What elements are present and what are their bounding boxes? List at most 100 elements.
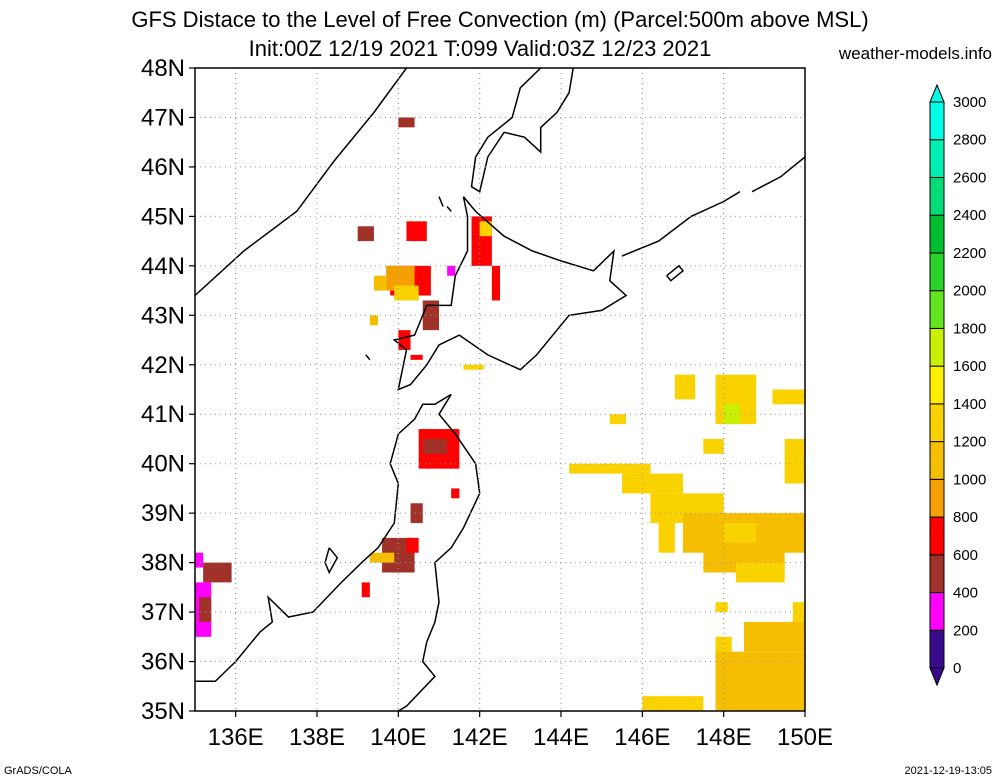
lat-tick-label: 45N [141,203,185,230]
lfc-field [195,117,805,711]
coastline-segment [392,196,628,391]
lfc-cell [357,226,374,242]
lfc-cell [609,414,627,425]
lfc-cell [199,597,212,622]
colorbar-label: 400 [953,585,978,602]
lon-tick-label: 138E [289,724,345,751]
colorbar-label: 2800 [953,132,986,149]
lat-tick-label: 39N [141,500,185,527]
lfc-cell [622,473,683,494]
lon-tick-label: 144E [533,724,589,751]
colorbar-label: 2200 [953,245,986,262]
colorbar-swatch [929,139,945,178]
map-title: GFS Distace to the Level of Free Convect… [131,7,869,32]
lon-tick-label: 136E [208,724,264,751]
lat-tick-label: 41N [141,401,185,428]
lat-tick-label: 48N [141,55,185,82]
colorbar-swatch [929,365,945,405]
lfc-cell [447,265,456,276]
lfc-cell [703,438,724,454]
lfc-cell [451,488,460,499]
lfc-cell [723,523,757,543]
colorbar-label: 2000 [953,283,986,300]
lfc-cell [410,354,423,360]
lfc-cell [394,285,419,301]
lfc-cell [642,696,704,711]
colorbar-label: 1000 [953,471,986,488]
footer-timestamp: 2021-12-19-13:05 [904,765,992,777]
lfc-cell [491,265,500,301]
lfc-cell [195,552,204,568]
coastline-segment [666,264,685,282]
lat-tick-label: 38N [141,550,185,577]
colorbar-label: 2600 [953,169,986,186]
colorbar-swatch [929,252,945,292]
coastline-segment [751,156,805,193]
coastline-segment [438,196,444,207]
lat-lon-grid [195,68,806,711]
coastline-segment [195,68,408,297]
colorbar-swatch [929,441,945,480]
lfc-cell [723,404,740,425]
colorbar-label: 200 [953,622,978,639]
lon-tick-label: 150E [777,724,833,751]
colorbar-label: 600 [953,547,978,564]
lfc-cell [569,463,635,474]
lfc-cell [463,364,484,370]
lfc-cell [398,117,415,128]
lfc-cell [203,562,232,583]
colorbar-min-arrow [929,667,945,687]
colorbar-label: 1800 [953,320,986,337]
coastline-segment [446,206,452,212]
lon-tick-label: 146E [614,724,670,751]
lat-tick-label: 36N [141,649,185,676]
lat-tick-label: 42N [141,352,185,379]
longitude-axis: 136E 138E 140E 142E 144E 146E 148E 150E [208,711,833,751]
colorbar-max-arrow [929,83,945,103]
coastline-segment [397,394,481,711]
lfc-cell [406,537,419,553]
lat-tick-label: 47N [141,104,185,131]
lat-tick-label: 40N [141,451,185,478]
coastline-segment [365,354,371,361]
lfc-cell [772,389,805,405]
colorbar-swatch [929,478,945,518]
colorbar-swatch [929,629,945,669]
lfc-cell [410,503,423,524]
lat-tick-label: 37N [141,599,185,626]
lfc-cell [369,552,395,563]
lfc-cell [674,374,696,400]
lfc-cell [369,315,378,326]
credit-label: weather-models.info [838,44,992,63]
colorbar-swatch [929,101,945,141]
colorbar-swatch [929,176,945,216]
colorbar-swatch [929,327,945,367]
lfc-cell [792,602,805,622]
colorbar-swatch [929,290,945,329]
lfc-cell [715,651,805,711]
colorbar-swatch [929,403,945,443]
lfc-cell [398,330,411,350]
lat-tick-label: 46N [141,154,185,181]
lfc-cell [784,438,805,484]
lon-tick-label: 142E [452,724,508,751]
lfc-cell [479,221,492,237]
colorbar-label: 1200 [953,434,986,451]
lfc-cell [373,275,387,291]
coastline [195,68,805,711]
latitude-axis: 35N 36N 37N 38N 39N 40N 41N 42N 43N 44N 45N 46N 47N 4… [141,55,195,725]
lfc-cell [744,621,805,652]
coastline-segment [195,393,452,683]
colorbar-label: 800 [953,509,978,526]
plot-frame [194,67,806,712]
colorbar-label: 3000 [953,94,986,111]
footer-software: GrADS/COLA [4,765,72,777]
coastline-segment [470,68,574,193]
lat-tick-label: 43N [141,302,185,329]
colorbar-label: 1600 [953,358,986,375]
lon-tick-label: 140E [370,724,426,751]
lat-tick-label: 35N [141,698,185,725]
coastline-segment [621,191,741,257]
map-subtitle: Init:00Z 12/19 2021 T:099 Valid:03Z 12/2… [248,36,712,61]
